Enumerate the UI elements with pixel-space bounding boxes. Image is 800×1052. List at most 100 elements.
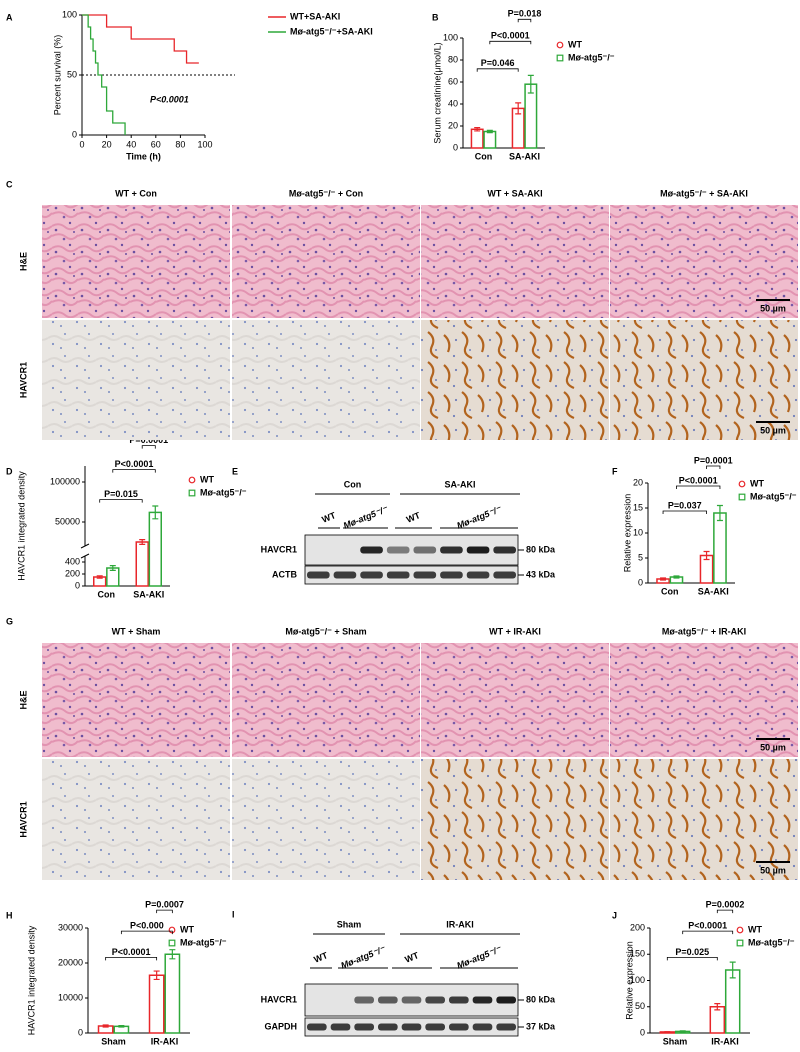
y-tick-label: 40 [448,98,458,108]
x-tick-label: 20 [102,139,112,149]
size-label: 80 kDa [526,544,556,554]
p-value: P=0.0007 [145,900,184,910]
axis-break [80,543,90,549]
micrograph [42,205,230,318]
blot-band [386,571,410,579]
blot-band [425,996,445,1004]
error-bar [118,1025,125,1028]
blot-band [472,1023,493,1031]
y-axis-label: Relative expression [622,494,632,573]
x-tick-label: 80 [175,139,185,149]
error-bar [102,1024,109,1028]
blot-band [425,1023,445,1031]
panel-letter: D [6,466,13,476]
error-bar [679,1030,686,1033]
blot-band [493,571,516,579]
blot-band [360,546,383,554]
p-value: P=0.037 [668,500,702,510]
y-axis-label: HAVCR1 integrated density [26,925,36,1035]
y-tick-label: 0 [72,129,77,139]
size-label: 80 kDa [526,994,556,1004]
blot-band [413,546,437,554]
column-header: WT + Con [115,188,157,198]
genotype-label: Mø-atg5⁻/⁻ [342,504,390,531]
group-label: IR-AKI [446,919,474,929]
error-bar [169,949,176,960]
y-tick-label: 100 [62,9,77,19]
blot-band [401,996,422,1004]
y-tick-label: 0 [75,580,80,590]
blot-band [496,996,516,1004]
p-value: P<0.0001 [688,921,727,931]
error-bar [660,577,667,581]
group-label: Con [344,479,362,489]
y-tick-label: 20 [448,120,458,130]
legend-label: Mø-atg5⁻/⁻ [200,487,247,497]
error-bar [716,504,723,522]
legend-label: WT+SA-AKI [290,11,340,21]
blot-band [307,571,330,579]
error-bar [664,1031,671,1033]
legend-label: WT [750,478,764,488]
micrograph [232,205,420,318]
panel-letter: G [6,616,13,626]
y-tick-label: 0 [78,1027,83,1037]
column-header: WT + Sham [112,626,161,636]
significance-bracket [706,465,721,469]
genotype-label: WT [312,950,329,965]
x-tick-label: Sham [101,1036,126,1046]
p-value: P<0.0001 [112,947,151,957]
significance-bracket [666,957,718,961]
x-tick-label: 40 [126,139,136,149]
genotype-label: WT [403,950,420,965]
bar [724,969,741,1034]
blot-band [472,996,493,1004]
error-bar [703,550,710,561]
y-tick-label: 20 [633,477,643,487]
row-label: HAVCR1 [18,801,28,837]
significance-bracket [682,930,734,935]
legend-label: Mø-atg5⁻/⁻ [180,937,227,947]
axis-break [80,553,90,559]
column-header: Mø-atg5⁻/⁻ + Con [289,188,363,198]
y-tick-label: 60 [448,76,458,86]
bar [135,541,149,587]
panel-letter: E [232,466,238,476]
micrograph [232,320,420,440]
blot-band [413,571,437,579]
significance-bracket [489,40,532,45]
micrograph [421,205,609,318]
x-tick-label: Sham [663,1036,688,1046]
error-bar [486,129,493,134]
x-tick-label: 60 [151,139,161,149]
blot-band [401,1023,422,1031]
x-tick-label: SA-AKI [133,589,164,599]
genotype-label: WT [320,510,337,525]
column-header: Mø-atg5⁻/⁻ + IR-AKI [662,626,746,636]
significance-bracket [662,510,707,514]
micrograph [232,759,420,880]
blot-band [449,1023,469,1031]
significance-bracket [141,445,156,449]
legend-marker [556,41,564,49]
blot-band [386,546,410,554]
significance-bracket [676,485,721,489]
row-label: HAVCR1 [261,994,297,1004]
y-tick-label: 30000 [58,922,83,932]
significance-bracket [156,909,173,914]
y-tick-label: 100000 [50,476,80,486]
genotype-label: WT [405,510,422,525]
bar [709,1006,726,1034]
blot-band [493,546,516,554]
scale-bar-label: 50 µm [760,425,786,435]
x-tick-label: Con [475,151,493,161]
micrograph [42,320,230,440]
scale-bar-label: 50 µm [760,742,786,752]
blot-band [449,996,469,1004]
panel-letter: B [432,12,439,22]
x-tick-label: IR-AKI [711,1036,739,1046]
legend-label: WT [748,924,762,934]
x-tick-label: 0 [79,139,84,149]
blot-band [440,546,463,554]
